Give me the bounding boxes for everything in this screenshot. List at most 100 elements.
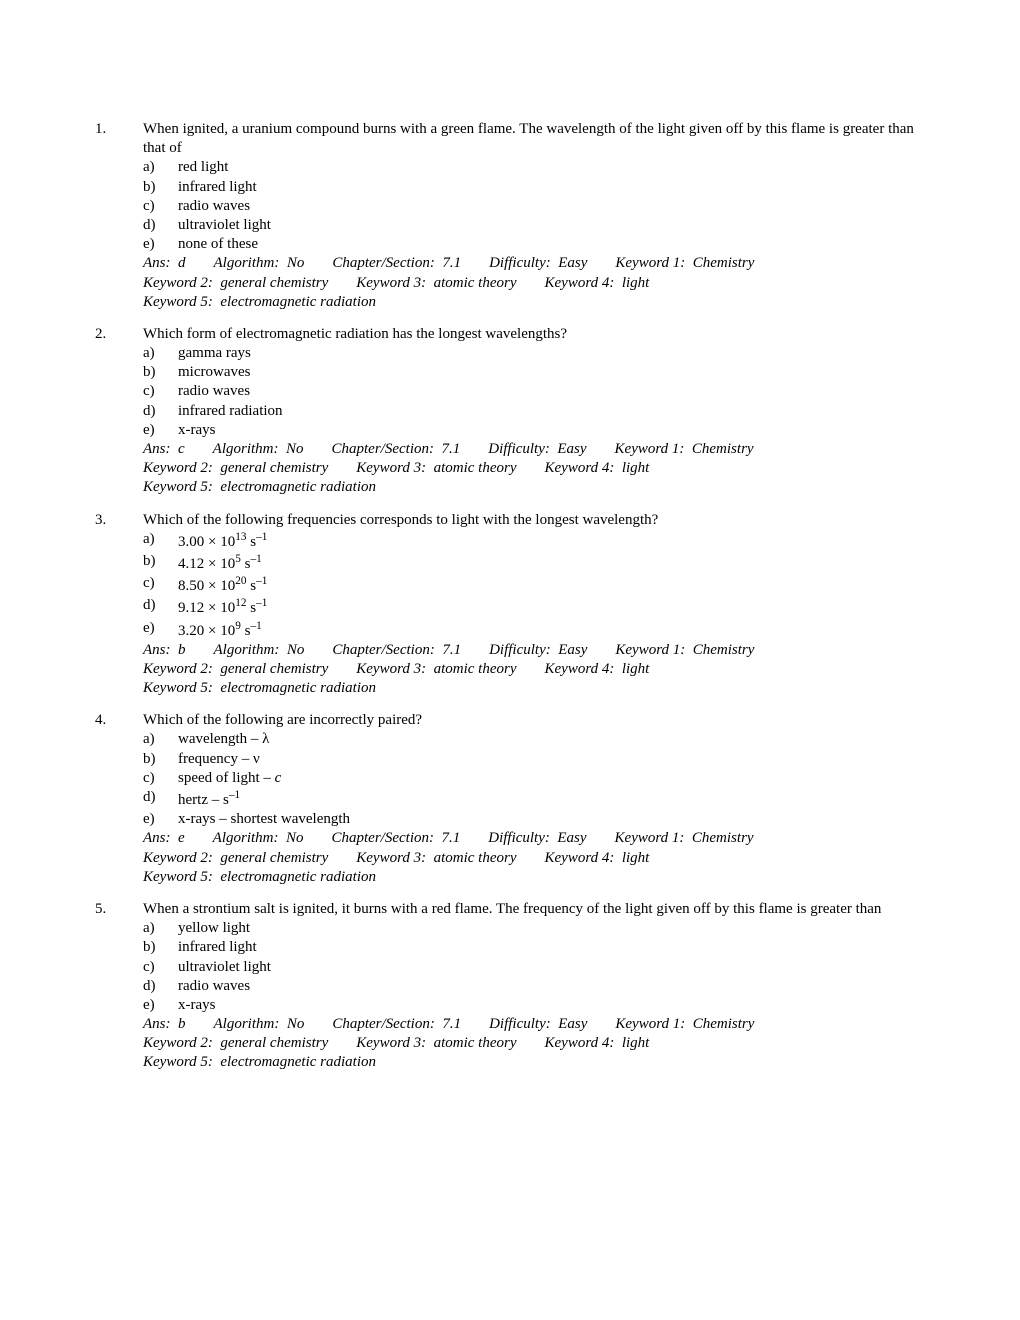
option-label: b): [143, 938, 178, 957]
option-text: radio waves: [178, 197, 925, 216]
answer-line-2: Keyword 2: general chemistryKeyword 3: a…: [143, 1034, 925, 1053]
option: e)3.20 × 109 s–1: [143, 619, 925, 641]
option-label: b): [143, 363, 178, 382]
option-label: d): [143, 977, 178, 996]
question-number: 4.: [95, 711, 143, 887]
answer-line-3: Keyword 5: electromagnetic radiation: [143, 868, 925, 887]
option: e)none of these: [143, 235, 925, 254]
question-body: When ignited, a uranium compound burns w…: [143, 120, 925, 312]
question-body: When a strontium salt is ignited, it bur…: [143, 900, 925, 1073]
option-label: e): [143, 421, 178, 440]
option: e)x-rays: [143, 996, 925, 1015]
answer-metadata: Ans: dAlgorithm: NoChapter/Section: 7.1D…: [143, 254, 925, 312]
question-text: When a strontium salt is ignited, it bur…: [143, 900, 925, 919]
answer-metadata: Ans: eAlgorithm: NoChapter/Section: 7.1D…: [143, 829, 925, 887]
option: e)x-rays: [143, 421, 925, 440]
option-text: infrared radiation: [178, 402, 925, 421]
option-label: c): [143, 769, 178, 788]
options: a)gamma raysb)microwavesc)radio wavesd)i…: [143, 344, 925, 440]
answer-line-3: Keyword 5: electromagnetic radiation: [143, 293, 925, 312]
option-text: radio waves: [178, 977, 925, 996]
option-label: a): [143, 158, 178, 177]
question-number: 1.: [95, 120, 143, 312]
option: d)radio waves: [143, 977, 925, 996]
option: b)4.12 × 105 s–1: [143, 552, 925, 574]
question: 4.Which of the following are incorrectly…: [95, 711, 925, 887]
option-text: gamma rays: [178, 344, 925, 363]
option: b)infrared light: [143, 178, 925, 197]
answer-line-2: Keyword 2: general chemistryKeyword 3: a…: [143, 459, 925, 478]
answer-line-2: Keyword 2: general chemistryKeyword 3: a…: [143, 274, 925, 293]
option-text: ultraviolet light: [178, 958, 925, 977]
option: a)wavelength – λ: [143, 730, 925, 749]
option-text: ultraviolet light: [178, 216, 925, 235]
option-text: wavelength – λ: [178, 730, 925, 749]
answer-line-1: Ans: bAlgorithm: NoChapter/Section: 7.1D…: [143, 641, 925, 660]
option-label: d): [143, 596, 178, 618]
answer-line-2: Keyword 2: general chemistryKeyword 3: a…: [143, 849, 925, 868]
option-label: a): [143, 530, 178, 552]
option-label: a): [143, 344, 178, 363]
option-text: none of these: [178, 235, 925, 254]
answer-line-3: Keyword 5: electromagnetic radiation: [143, 478, 925, 497]
option-label: c): [143, 382, 178, 401]
answer-line-1: Ans: dAlgorithm: NoChapter/Section: 7.1D…: [143, 254, 925, 273]
option: a)red light: [143, 158, 925, 177]
option: e)x-rays – shortest wavelength: [143, 810, 925, 829]
option: d)9.12 × 1012 s–1: [143, 596, 925, 618]
question-body: Which of the following are incorrectly p…: [143, 711, 925, 887]
option-text: 4.12 × 105 s–1: [178, 552, 925, 574]
option-text: 3.20 × 109 s–1: [178, 619, 925, 641]
answer-line-3: Keyword 5: electromagnetic radiation: [143, 679, 925, 698]
option: c)speed of light – c: [143, 769, 925, 788]
option-text: x-rays: [178, 996, 925, 1015]
option-label: c): [143, 958, 178, 977]
options: a)3.00 × 1013 s–1b)4.12 × 105 s–1c)8.50 …: [143, 530, 925, 641]
option: d)hertz – s–1: [143, 788, 925, 810]
option-text: radio waves: [178, 382, 925, 401]
answer-metadata: Ans: bAlgorithm: NoChapter/Section: 7.1D…: [143, 1015, 925, 1073]
option: a)3.00 × 1013 s–1: [143, 530, 925, 552]
option: d)ultraviolet light: [143, 216, 925, 235]
option-label: e): [143, 996, 178, 1015]
question-body: Which of the following frequencies corre…: [143, 511, 925, 699]
option: b)frequency – ν: [143, 750, 925, 769]
answer-line-1: Ans: cAlgorithm: NoChapter/Section: 7.1D…: [143, 440, 925, 459]
question: 2.Which form of electromagnetic radiatio…: [95, 325, 925, 498]
option-text: microwaves: [178, 363, 925, 382]
option-text: red light: [178, 158, 925, 177]
option: b)microwaves: [143, 363, 925, 382]
option-text: x-rays: [178, 421, 925, 440]
option-text: 9.12 × 1012 s–1: [178, 596, 925, 618]
option-label: d): [143, 402, 178, 421]
option-text: infrared light: [178, 178, 925, 197]
option-label: e): [143, 810, 178, 829]
answer-line-1: Ans: bAlgorithm: NoChapter/Section: 7.1D…: [143, 1015, 925, 1034]
question-text: Which form of electromagnetic radiation …: [143, 325, 925, 344]
option-text: frequency – ν: [178, 750, 925, 769]
option-text: 3.00 × 1013 s–1: [178, 530, 925, 552]
option-label: b): [143, 178, 178, 197]
question: 5.When a strontium salt is ignited, it b…: [95, 900, 925, 1073]
option-label: e): [143, 235, 178, 254]
answer-line-2: Keyword 2: general chemistryKeyword 3: a…: [143, 660, 925, 679]
option-text: infrared light: [178, 938, 925, 957]
option-label: b): [143, 552, 178, 574]
options: a)red lightb)infrared lightc)radio waves…: [143, 158, 925, 254]
option-label: c): [143, 197, 178, 216]
option-text: 8.50 × 1020 s–1: [178, 574, 925, 596]
question-text: Which of the following are incorrectly p…: [143, 711, 925, 730]
option: d)infrared radiation: [143, 402, 925, 421]
option-text: x-rays – shortest wavelength: [178, 810, 925, 829]
answer-metadata: Ans: bAlgorithm: NoChapter/Section: 7.1D…: [143, 641, 925, 699]
question-number: 3.: [95, 511, 143, 699]
question-body: Which form of electromagnetic radiation …: [143, 325, 925, 498]
option-label: c): [143, 574, 178, 596]
answer-line-3: Keyword 5: electromagnetic radiation: [143, 1053, 925, 1072]
option-label: a): [143, 730, 178, 749]
option: a)gamma rays: [143, 344, 925, 363]
option-label: b): [143, 750, 178, 769]
option-label: a): [143, 919, 178, 938]
option-label: d): [143, 788, 178, 810]
question-text: Which of the following frequencies corre…: [143, 511, 925, 530]
